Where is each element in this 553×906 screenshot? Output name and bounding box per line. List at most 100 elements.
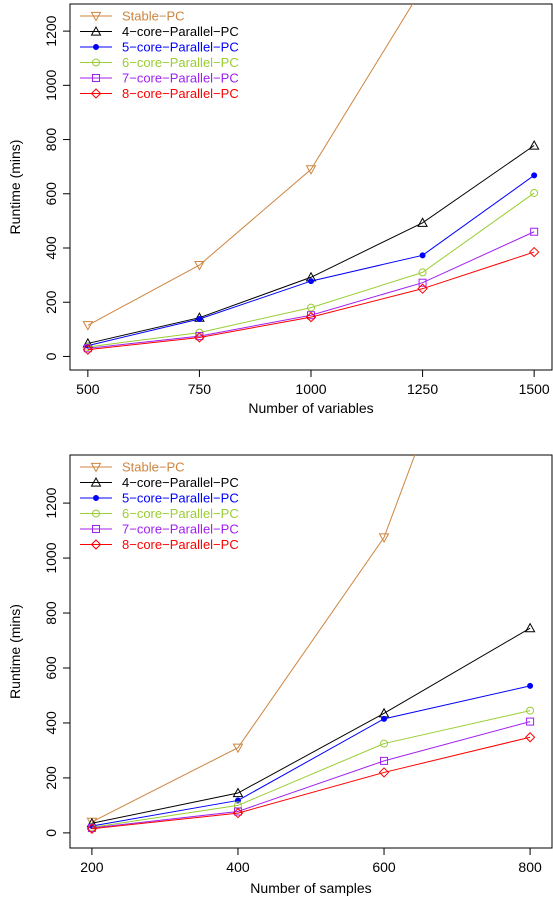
- marker: [92, 509, 100, 518]
- marker: [380, 756, 389, 765]
- marker: [194, 260, 205, 271]
- series-line: [87, 174, 535, 347]
- marker: [92, 58, 100, 67]
- series-line: [87, 4, 414, 326]
- marker: [307, 311, 315, 320]
- legend-label: Stable−PC: [122, 460, 185, 475]
- y-tick-label: 600: [43, 656, 59, 680]
- marker: [526, 717, 535, 726]
- marker: [418, 278, 427, 287]
- marker: [378, 533, 390, 543]
- y-tick-label: 200: [43, 766, 59, 790]
- marker: [93, 495, 99, 501]
- marker: [530, 227, 539, 236]
- x-tick-label: 600: [372, 859, 396, 875]
- legend-label: 4−core−Parallel−PC: [122, 24, 239, 39]
- marker: [528, 139, 540, 150]
- plot-area: [82, 4, 540, 355]
- legend-label: 4−core−Parallel−PC: [122, 475, 239, 490]
- x-tick-label: 750: [188, 381, 212, 397]
- marker: [526, 706, 535, 715]
- legend-label: 7−core−Parallel−PC: [122, 522, 239, 537]
- marker: [82, 321, 94, 331]
- y-tick-label: 800: [43, 601, 59, 625]
- legend-label: 8−core−Parallel−PC: [122, 86, 239, 101]
- marker: [524, 622, 536, 633]
- y-tick-label: 800: [43, 128, 59, 152]
- marker: [86, 823, 98, 834]
- y-tick-label: 1000: [43, 70, 59, 101]
- marker: [90, 539, 102, 550]
- y-tick-label: 0: [43, 352, 59, 360]
- marker: [530, 188, 539, 197]
- marker: [232, 807, 244, 819]
- plot-box: [69, 454, 553, 849]
- y-tick-label: 0: [43, 829, 59, 837]
- series-line: [91, 710, 531, 828]
- y-axis-title: Runtime (mins): [7, 140, 23, 235]
- x-tick-label: 400: [226, 859, 250, 875]
- series-line: [91, 721, 531, 829]
- series-line: [91, 685, 531, 827]
- marker: [232, 743, 244, 754]
- y-tick-label: 400: [43, 711, 59, 735]
- y-tick-label: 1000: [43, 542, 59, 573]
- marker: [380, 739, 389, 748]
- marker: [381, 715, 388, 722]
- x-tick-label: 500: [76, 381, 100, 397]
- marker: [378, 767, 390, 778]
- marker: [90, 88, 102, 99]
- x-tick-label: 1000: [295, 381, 326, 397]
- marker: [305, 311, 317, 323]
- marker: [305, 165, 317, 175]
- y-axis-title: Runtime (mins): [7, 604, 23, 699]
- series-line: [87, 251, 535, 351]
- legend-label: 5−core−Parallel−PC: [122, 40, 239, 55]
- y-tick-label: 1200: [43, 487, 59, 518]
- marker: [527, 682, 534, 689]
- x-tick-label: 1250: [407, 381, 438, 397]
- marker: [528, 246, 540, 258]
- marker: [90, 476, 102, 487]
- x-tick-label: 200: [80, 859, 104, 875]
- marker: [90, 25, 102, 36]
- marker: [418, 268, 427, 277]
- marker: [82, 344, 94, 355]
- marker: [308, 278, 314, 285]
- legend-label: 5−core−Parallel−PC: [122, 491, 239, 506]
- marker: [90, 462, 102, 473]
- x-tick-label: 800: [518, 859, 542, 875]
- marker: [531, 172, 538, 179]
- series-line: [91, 627, 531, 824]
- marker: [419, 252, 426, 259]
- series-line: [87, 145, 535, 344]
- marker: [196, 316, 203, 323]
- chart: 0 200 400 600 800 1000 1200 200 400 600 800 Number …: [7, 454, 553, 896]
- x-axis-title: Number of samples: [250, 880, 371, 896]
- marker: [92, 74, 100, 82]
- marker: [524, 732, 536, 743]
- marker: [194, 332, 205, 343]
- chart: 0 200 400 600 800 1000 1200 500 750 1000 1250 1500 N…: [7, 3, 553, 416]
- legend-label: 6−core−Parallel−PC: [122, 506, 239, 521]
- marker: [307, 303, 315, 312]
- x-axis-title: Number of variables: [248, 400, 373, 416]
- legend-label: 6−core−Parallel−PC: [122, 55, 239, 70]
- y-tick-label: 1200: [43, 15, 59, 46]
- marker: [417, 217, 428, 227]
- marker: [92, 525, 100, 533]
- series-line: [91, 455, 416, 823]
- marker: [417, 283, 428, 294]
- series-line: [87, 231, 535, 349]
- marker: [232, 787, 244, 798]
- y-tick-label: 200: [43, 290, 59, 314]
- marker: [90, 11, 102, 22]
- y-tick-label: 600: [43, 182, 59, 206]
- series-line: [87, 192, 535, 348]
- plot-area: [86, 455, 536, 834]
- series-line: [91, 736, 531, 830]
- y-tick-label: 400: [43, 236, 59, 260]
- marker: [93, 44, 99, 50]
